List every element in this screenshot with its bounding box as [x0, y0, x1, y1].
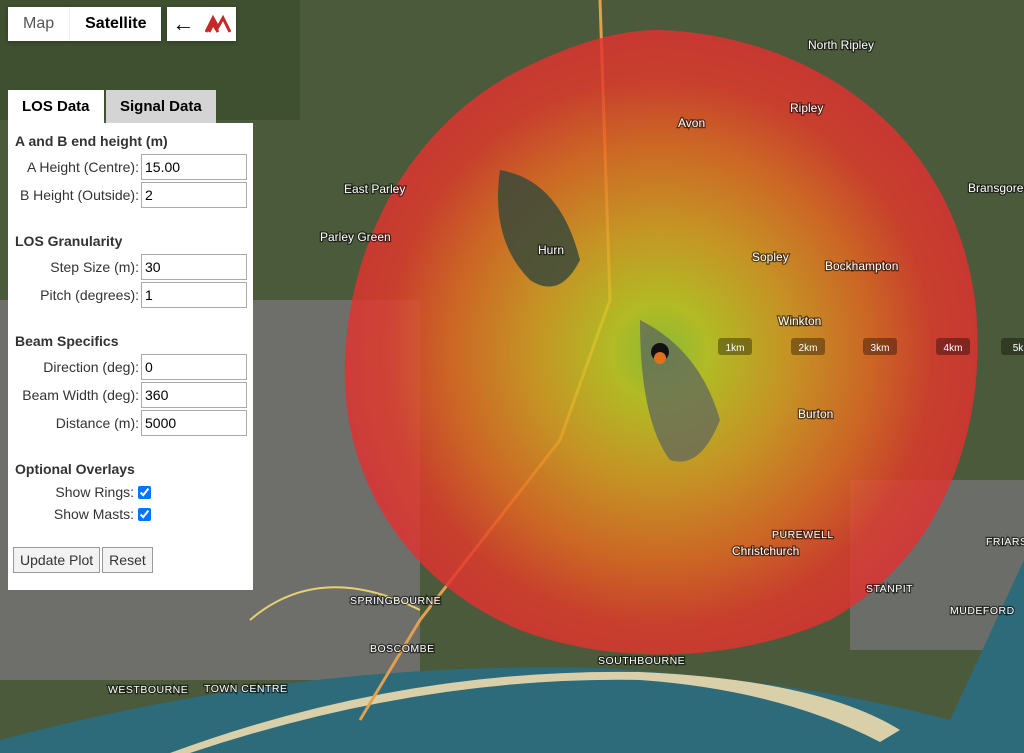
field-row: Direction (deg): — [8, 353, 253, 381]
ring-label-bg — [791, 338, 825, 355]
field-label: Beam Width (deg): — [22, 387, 139, 403]
checkbox-label: Show Masts: — [53, 506, 134, 522]
ring-label-bg — [863, 338, 897, 355]
ring-label: 2km — [799, 343, 818, 354]
checkbox[interactable] — [138, 507, 151, 521]
ring-label: 5k — [1013, 343, 1024, 354]
place-label: TOWN CENTRE — [204, 683, 287, 695]
spacer — [8, 209, 253, 223]
spacer — [8, 437, 253, 451]
place-label: Avon — [678, 116, 705, 130]
field-input[interactable] — [141, 154, 247, 180]
field-row: Beam Width (deg): — [8, 381, 253, 409]
field-row: Distance (m): — [8, 409, 253, 437]
place-label: SOUTHBOURNE — [598, 655, 685, 667]
place-label: Winkton — [778, 314, 821, 328]
checkbox[interactable] — [138, 485, 151, 499]
field-input[interactable] — [141, 254, 247, 280]
ring-label-bg — [718, 338, 752, 355]
place-label: Parley Green — [320, 230, 391, 244]
section-title: Optional Overlays — [15, 461, 135, 477]
place-label: BOSCOMBE — [370, 643, 435, 655]
checkbox-label: Show Rings: — [55, 484, 134, 500]
section-title: LOS Granularity — [15, 233, 123, 249]
map-button[interactable]: Map — [23, 15, 55, 32]
field-label: Step Size (m): — [50, 259, 139, 275]
section-title: A and B end height (m) — [15, 133, 168, 149]
back-arrow: ← — [172, 11, 195, 36]
place-label: WESTBOURNE — [108, 684, 188, 696]
place-label: STANPIT — [866, 583, 913, 595]
field-label: B Height (Outside): — [19, 187, 139, 203]
back-button[interactable]: ← — [167, 7, 236, 41]
place-label: Sopley — [752, 250, 789, 264]
place-label: SPRINGBOURNE — [350, 595, 441, 607]
map-type-toggle: Map Satellite — [8, 7, 162, 41]
place-label: Hurn — [538, 243, 564, 257]
field-row: A Height (Centre): — [8, 153, 253, 181]
field-row: B Height (Outside): — [8, 181, 253, 209]
satellite-button[interactable]: Satellite — [69, 7, 161, 41]
field-label: A Height (Centre): — [26, 159, 139, 175]
field-input[interactable] — [141, 382, 247, 408]
place-label: FRIARS — [986, 536, 1024, 548]
place-label: Christchurch — [732, 544, 799, 558]
place-label: Burton — [798, 407, 833, 421]
signal-tab[interactable]: Signal Data — [106, 90, 216, 123]
checkbox-row: Show Masts: — [8, 503, 154, 525]
place-label: Bockhampton — [825, 259, 898, 273]
place-label: East Parley — [344, 182, 405, 196]
ring-label: 3km — [871, 343, 890, 354]
settings-panel: A and B end height (m) A Height (Centre):… — [8, 123, 253, 590]
place-label: North Ripley — [808, 38, 874, 52]
panel-button[interactable]: Reset — [102, 547, 153, 573]
field-row: Step Size (m): — [8, 253, 253, 281]
place-label: MUDEFORD — [950, 605, 1015, 617]
place-label: Bransgore — [968, 181, 1024, 195]
field-input[interactable] — [141, 354, 247, 380]
panel-button[interactable]: Update Plot — [13, 547, 101, 573]
field-row: Pitch (degrees): — [8, 281, 253, 309]
field-label: Pitch (degrees): — [40, 287, 139, 303]
logo — [204, 15, 231, 33]
field-input[interactable] — [141, 410, 247, 436]
section-title: Beam Specifics — [15, 333, 119, 349]
ring-label: 1km — [726, 343, 745, 354]
ring-label-bg — [1001, 338, 1024, 355]
checkbox-row: Show Rings: — [8, 481, 154, 503]
ring-label: 4km — [944, 343, 963, 354]
spacer — [8, 309, 253, 323]
button-row: Update Plot Reset — [13, 547, 253, 573]
place-label: PUREWELL — [772, 529, 834, 541]
ring-label-bg — [936, 338, 970, 355]
los-tab[interactable]: LOS Data — [8, 90, 104, 123]
field-label: Direction (deg): — [43, 359, 139, 375]
field-input[interactable] — [141, 182, 247, 208]
field-input[interactable] — [141, 282, 247, 308]
field-label: Distance (m): — [55, 415, 139, 431]
place-label: Ripley — [790, 101, 823, 115]
